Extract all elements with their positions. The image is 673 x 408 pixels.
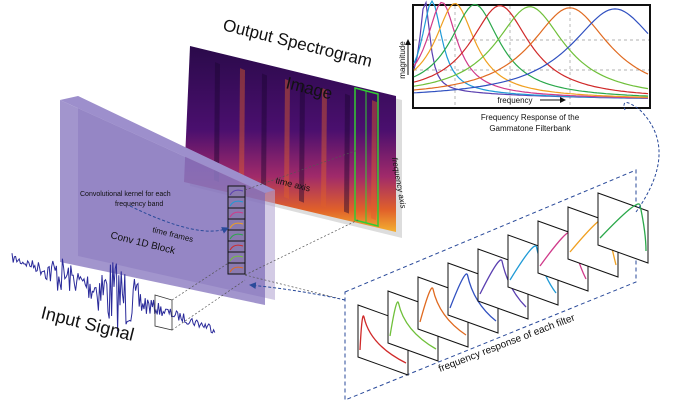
spectro-band bbox=[321, 88, 327, 208]
caption: Gammatone Filterbank bbox=[489, 124, 571, 133]
input-label: Input Signal bbox=[39, 302, 136, 344]
spectro-band bbox=[261, 73, 267, 193]
y-label: magnitude bbox=[398, 41, 407, 79]
kernel-label: frequency band bbox=[115, 201, 163, 208]
kernel-cell bbox=[228, 208, 245, 219]
kernel-cell bbox=[228, 241, 245, 252]
spectro-band bbox=[371, 100, 377, 220]
kernel-cell bbox=[228, 219, 245, 230]
kernel-cell bbox=[228, 186, 245, 197]
kernel-cell bbox=[228, 263, 245, 274]
spectro-band bbox=[239, 68, 245, 188]
diagram: magnitude frequency Frequency Response o… bbox=[0, 0, 673, 408]
kernel-cell bbox=[228, 230, 245, 241]
kernel-cell bbox=[228, 197, 245, 208]
x-label: frequency bbox=[497, 96, 532, 105]
filterbank-plot: magnitude frequency Frequency Response o… bbox=[398, 1, 650, 133]
kernel-label: Convolutional kernel for each bbox=[80, 191, 171, 198]
kernel-cell bbox=[228, 252, 245, 263]
caption: Frequency Response of the bbox=[481, 113, 580, 122]
